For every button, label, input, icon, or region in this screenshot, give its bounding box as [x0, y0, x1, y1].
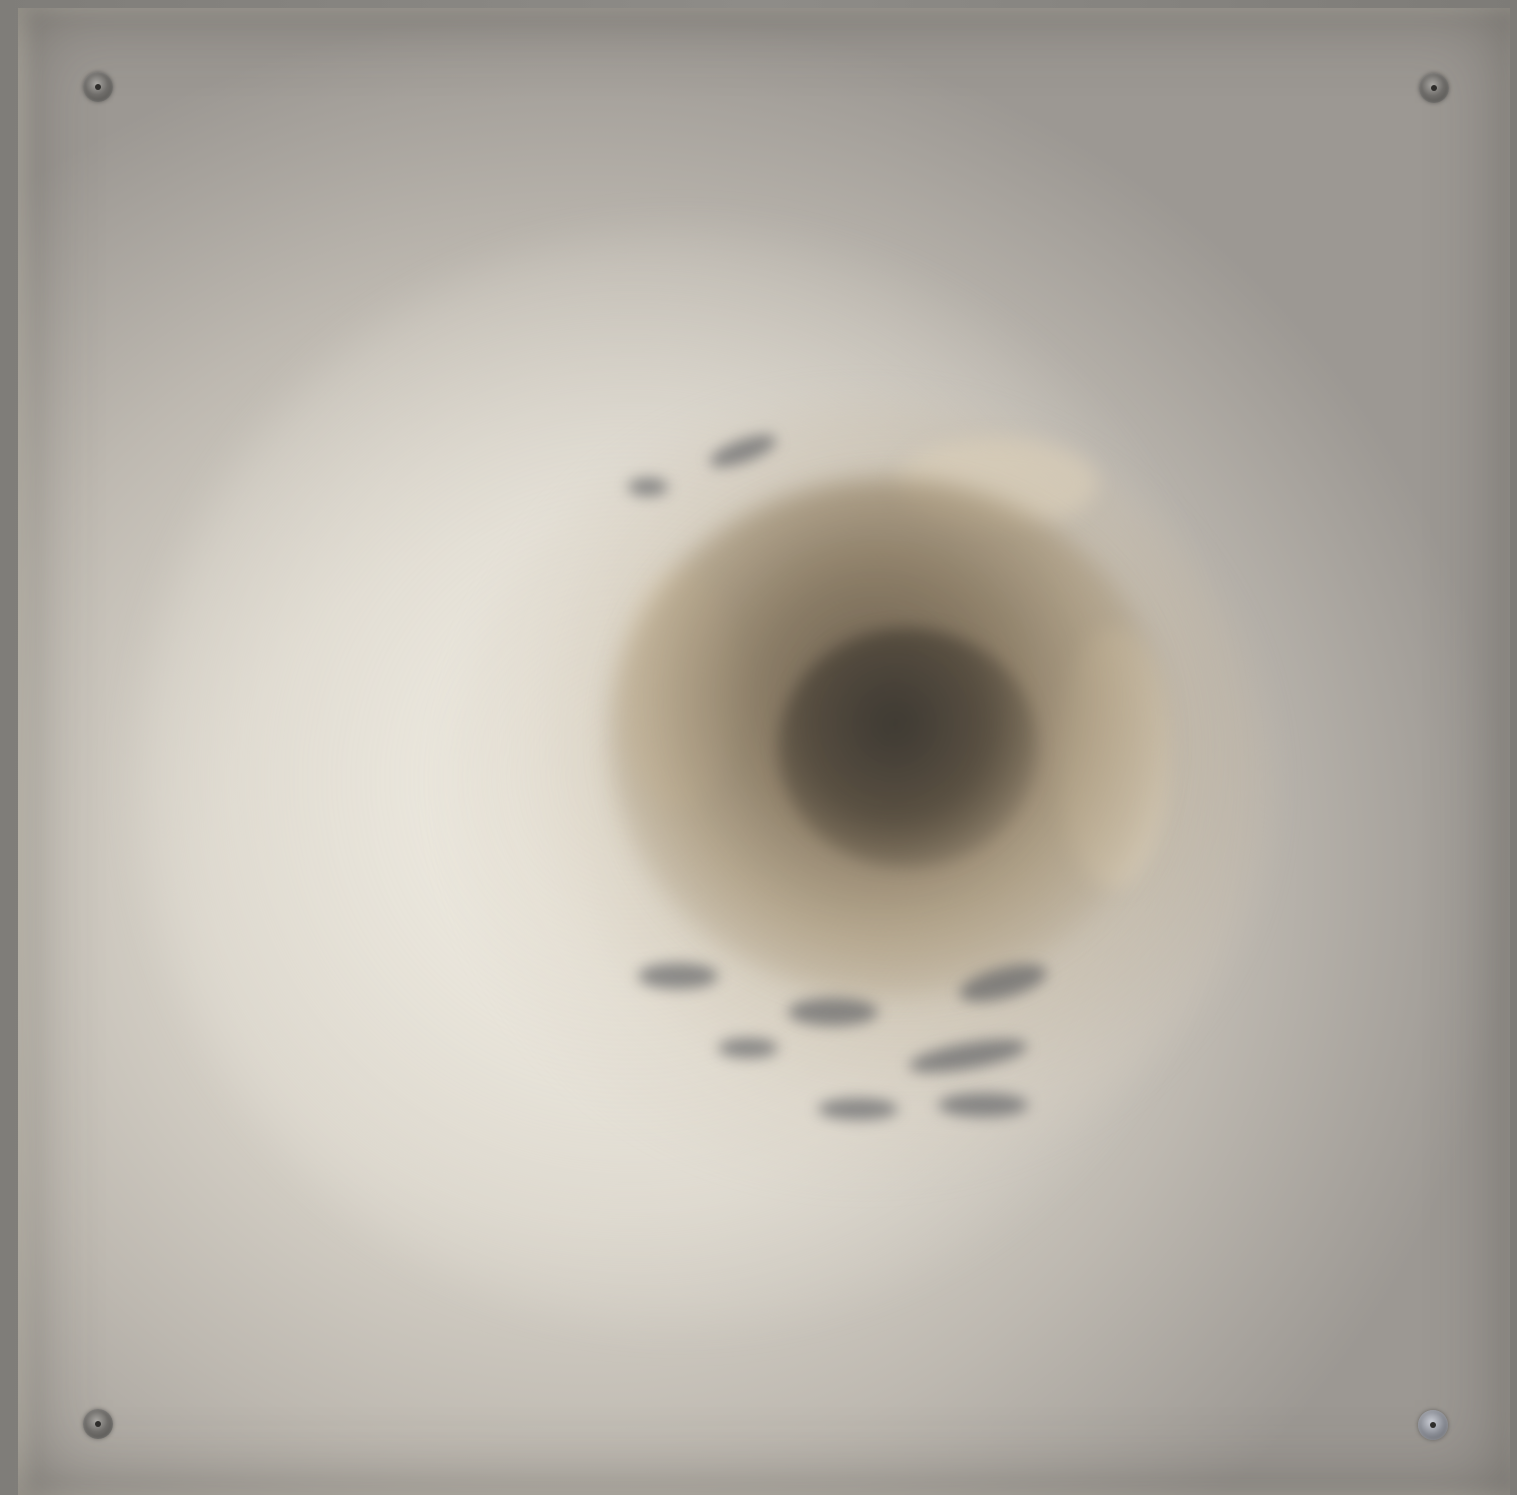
vortex-dark-streak	[818, 1098, 898, 1120]
screw-icon	[83, 1409, 113, 1439]
vortex-core	[778, 628, 1038, 868]
light-panel	[18, 8, 1510, 1495]
vortex-dark-streak	[788, 998, 878, 1026]
screw-icon	[1418, 1410, 1448, 1440]
vortex-dark-streak	[938, 1093, 1028, 1117]
screw-icon	[83, 72, 113, 102]
vortex-dark-streak	[628, 478, 668, 496]
screw-icon	[1419, 73, 1449, 103]
vortex-dark-streak	[638, 963, 718, 989]
vortex-dark-streak	[718, 1038, 778, 1058]
